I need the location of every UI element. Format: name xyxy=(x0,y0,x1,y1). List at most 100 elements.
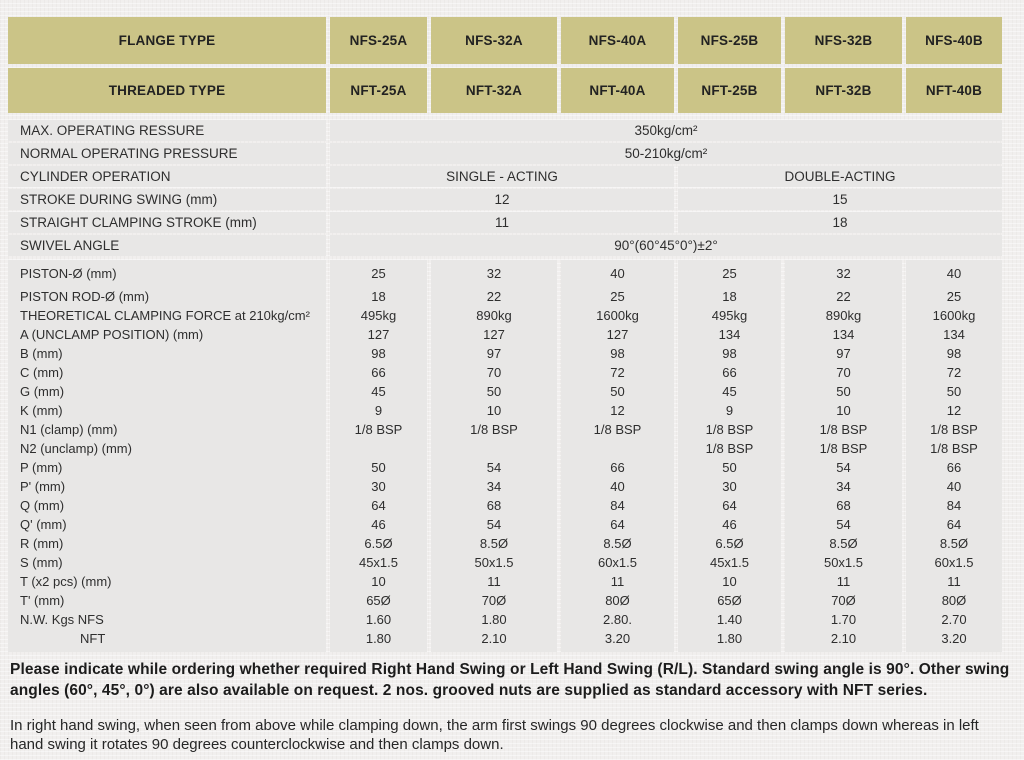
spec-value-cell: 2.10 xyxy=(481,631,507,646)
spec-value-cell: 1/8 BSP xyxy=(705,422,754,437)
spec-row-label: B (mm) xyxy=(20,346,63,361)
spec-value-cell: 70 xyxy=(486,365,502,380)
spec-value-cell: 70Ø xyxy=(481,593,507,608)
spec-value-cell: 72 xyxy=(610,365,625,380)
spec-value-cell: 8.5Ø xyxy=(939,536,969,551)
spec-value-cell: 127 xyxy=(606,327,629,342)
spec-value-cell: 1/8 BSP xyxy=(470,422,518,437)
info-row-label: MAX. OPERATING RESSURE xyxy=(8,120,326,141)
spec-value-cell: 54 xyxy=(836,460,851,475)
spec-row-label: Q (mm) xyxy=(20,498,65,513)
spec-row-label: T (x2 pcs) (mm) xyxy=(20,574,112,589)
spec-value-cell: 1/8 BSP xyxy=(930,441,978,456)
spec-value-cell: 1/8 BSP xyxy=(819,422,868,437)
spec-row-label: N.W. Kgs NFS xyxy=(20,612,104,627)
spec-value-cell: 46 xyxy=(722,517,737,532)
threaded-model-cell: NFT-40B xyxy=(906,68,1002,113)
spec-value-cell: 1.80 xyxy=(716,631,743,646)
spec-value-cell: 65Ø xyxy=(366,593,391,608)
spec-row-label: G (mm) xyxy=(20,384,65,399)
ordering-note: Please indicate while ordering whether r… xyxy=(10,661,1010,699)
spec-value-cell: 18 xyxy=(371,289,386,304)
spec-value-cell: 1/8 BSP xyxy=(354,422,403,437)
spec-value-cell: 70 xyxy=(836,365,851,380)
spec-row-label: T' (mm) xyxy=(20,593,65,608)
spec-value-column: 40 25 1600kg 134 98 72 50 12 1/8 BSP 1/8 BSP 66 40 8… xyxy=(906,260,1002,652)
spec-value-cell: 1/8 BSP xyxy=(593,422,642,437)
spec-value-cell: 50x1.5 xyxy=(823,555,864,570)
spec-value-cell: 18 xyxy=(722,289,737,304)
spec-value-cell: 22 xyxy=(836,289,851,304)
info-row-value-left: SINGLE - ACTING xyxy=(330,166,674,187)
spec-value-cell: 64 xyxy=(610,517,625,532)
threaded-model-cell: NFT-32A xyxy=(431,68,557,113)
spec-value-cell: 60x1.5 xyxy=(597,555,638,570)
spec-value-cell: 54 xyxy=(486,460,502,475)
info-row-label: CYLINDER OPERATION xyxy=(8,166,326,187)
spec-value-cell: 50 xyxy=(722,460,737,475)
spec-value-cell: 80Ø xyxy=(605,593,630,608)
spec-value-cell: 54 xyxy=(486,517,502,532)
spec-value-column: 32 22 890kg 127 97 70 50 10 1/8 BSP 54 34 68 54 8.5Ø 5… xyxy=(431,260,557,652)
spec-value-cell: 10 xyxy=(371,574,386,589)
spec-value-cell: 40 xyxy=(610,266,625,281)
spec-value-cell: 9 xyxy=(374,403,383,418)
spec-row-label: P' (mm) xyxy=(20,479,66,494)
spec-row-label: N2 (unclamp) (mm) xyxy=(20,441,132,456)
flange-model-cell: NFS-25B xyxy=(678,17,781,64)
info-row-value: 90°(60°45°0°)±2° xyxy=(330,235,1002,256)
spec-value-cell: 80Ø xyxy=(941,593,967,608)
spec-value-cell: 64 xyxy=(946,517,962,532)
operating-info-section: MAX. OPERATING RESSURE 350kg/cm² NORMAL OP… xyxy=(8,120,1002,256)
spec-row-label: NFT xyxy=(80,631,106,646)
spec-value-cell: 40 xyxy=(946,266,962,281)
spec-value-cell: 9 xyxy=(725,403,734,418)
spec-value-cell: 22 xyxy=(486,289,502,304)
info-row-value-left: 12 xyxy=(330,189,674,210)
spec-value-cell: 50x1.5 xyxy=(474,555,514,570)
spec-value-cell: 25 xyxy=(946,289,962,304)
threaded-type-row: THREADED TYPE NFT-25A NFT-32A NFT-40A NFT-25… xyxy=(8,68,1002,113)
spec-value-cell: 34 xyxy=(486,479,502,494)
spec-value-cell: 50 xyxy=(371,460,386,475)
flange-model-cell: NFS-32B xyxy=(785,17,902,64)
info-row-value-left: 11 xyxy=(330,212,674,233)
spec-value-cell: 1.60 xyxy=(365,612,392,627)
spec-value-cell: 65Ø xyxy=(717,593,742,608)
spec-value-cell: 1600kg xyxy=(932,308,976,323)
info-row: STROKE DURING SWING (mm) 12 15 xyxy=(8,189,1002,210)
spec-value-cell: 97 xyxy=(836,346,851,361)
spec-value-cell: 84 xyxy=(610,498,625,513)
info-row: CYLINDER OPERATION SINGLE - ACTING DOUBLE-… xyxy=(8,166,1002,187)
spec-value-cell: 45 xyxy=(722,384,737,399)
spec-value-cell: 64 xyxy=(722,498,737,513)
spec-value-cell: 50 xyxy=(946,384,962,399)
spec-value-cell: 97 xyxy=(486,346,502,361)
info-row-label: STRAIGHT CLAMPING STROKE (mm) xyxy=(8,212,326,233)
spec-value-cell: 64 xyxy=(371,498,386,513)
spec-value-column: 32 22 890kg 134 97 70 50 10 1/8 BSP 1/8 BSP 54 34 68… xyxy=(785,260,902,652)
spec-value-cell: 46 xyxy=(371,517,386,532)
threaded-model-cell: NFT-32B xyxy=(785,68,902,113)
threaded-model-cell: NFT-25A xyxy=(330,68,427,113)
spec-value-cell: 30 xyxy=(722,479,737,494)
flange-type-label: FLANGE TYPE xyxy=(8,17,326,64)
info-row-label: SWIVEL ANGLE xyxy=(8,235,326,256)
spec-row-label: N1 (clamp) (mm) xyxy=(20,422,118,437)
spec-value-cell: 12 xyxy=(946,403,962,418)
spec-value-cell: 40 xyxy=(610,479,625,494)
flange-model-cell: NFS-25A xyxy=(330,17,427,64)
spec-value-cell: 60x1.5 xyxy=(934,555,974,570)
info-row: NORMAL OPERATING PRESSURE 50-210kg/cm² xyxy=(8,143,1002,164)
spec-row-label: PISTON ROD-Ø (mm) xyxy=(20,289,150,304)
spec-value-cell: 34 xyxy=(836,479,851,494)
spec-value-cell: 6.5Ø xyxy=(715,536,744,551)
spec-value-cell: 25 xyxy=(610,289,625,304)
spec-value-cell: 84 xyxy=(946,498,962,513)
info-row-label: STROKE DURING SWING (mm) xyxy=(8,189,326,210)
spec-row-label: A (UNCLAMP POSITION) (mm) xyxy=(20,327,204,342)
spec-value-cell: 6.5Ø xyxy=(364,536,393,551)
spec-value-cell: 11 xyxy=(610,574,625,589)
spec-value-cell: 134 xyxy=(832,327,855,342)
spec-value-cell: 1.80 xyxy=(481,612,507,627)
